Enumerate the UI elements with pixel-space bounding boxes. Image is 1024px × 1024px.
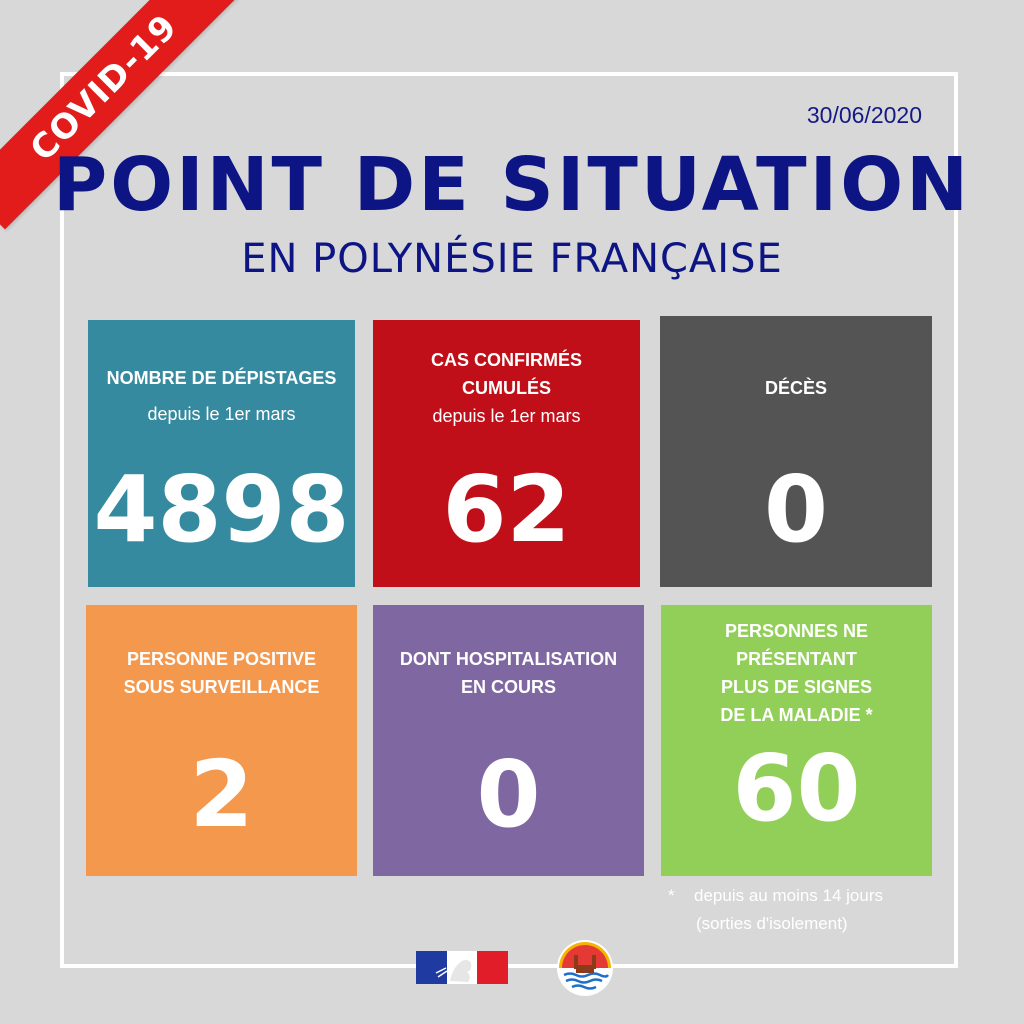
card-gueris: PERSONNES NE PRÉSENTANT PLUS DE SIGNES D… [661,605,932,876]
content-frame [60,72,958,968]
card-sublabel: depuis le 1er mars [147,404,296,424]
card-value: 62 [442,456,571,563]
card-deces: DÉCÈS 0 [660,316,932,587]
report-date: 30/06/2020 [806,102,922,128]
card-value: 4898 [93,456,350,563]
card-cas-confirmes: CAS CONFIRMÉS CUMULÉS depuis le 1er mars… [373,320,640,587]
card-value: 0 [476,741,541,848]
polynesie-francaise-seal-icon [557,940,613,996]
card-sublabel: depuis le 1er mars [432,406,581,426]
card-hospitalisation: DONT HOSPITALISATION EN COURS 0 [373,605,644,876]
card-label: PERSONNE POSITIVE SOUS SURVEILLANCE [123,649,320,697]
footnote-line1: depuis au moins 14 jours [694,886,884,905]
card-depistages: NOMBRE DE DÉPISTAGES depuis le 1er mars … [88,320,355,587]
page-subtitle: EN POLYNÉSIE FRANÇAISE [241,236,783,282]
footnote: * depuis au moins 14 jours (sorties d'iso… [668,882,938,938]
page-title: POINT DE SITUATION [52,142,972,228]
card-label: DÉCÈS [764,378,827,398]
card-value: 0 [763,456,828,563]
footnote-asterisk: * [668,886,675,905]
card-label: DONT HOSPITALISATION EN COURS [399,649,618,697]
footnote-line2: (sorties d'isolement) [696,914,848,933]
card-value: 2 [189,741,254,848]
card-label: NOMBRE DE DÉPISTAGES [106,368,337,388]
card-value: 60 [732,735,861,842]
card-label: PERSONNES NE PRÉSENTANT PLUS DE SIGNES D… [720,621,873,725]
card-label: CAS CONFIRMÉS CUMULÉS [430,350,582,398]
card-surveillance: PERSONNE POSITIVE SOUS SURVEILLANCE 2 [86,605,357,876]
republique-francaise-logo-icon [416,951,508,984]
